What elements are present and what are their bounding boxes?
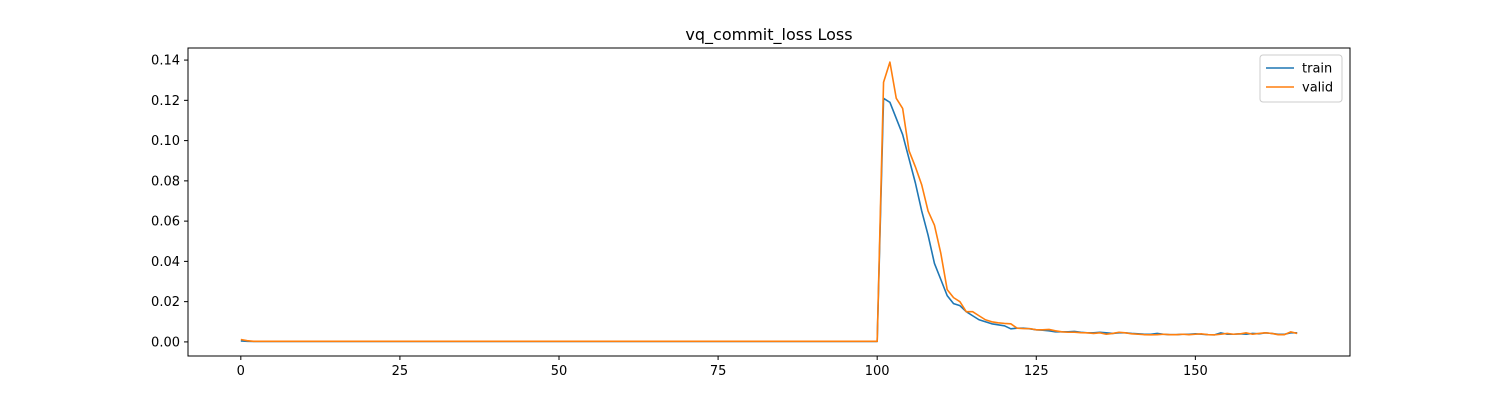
- x-tick-label: 150: [1183, 364, 1208, 379]
- series-line-valid: [240, 61, 1298, 343]
- x-tick-label: 125: [1024, 364, 1049, 379]
- x-tick-label: 25: [392, 364, 409, 379]
- x-tick-label: 75: [710, 364, 727, 379]
- series-layer: [240, 61, 1298, 343]
- x-tick-label: 50: [551, 364, 568, 379]
- legend: train valid: [1259, 54, 1343, 103]
- plot-area-frame: [187, 47, 1351, 357]
- x-tick-label: 100: [865, 364, 890, 379]
- y-tick-label: 0.04: [151, 255, 180, 270]
- x-axis: 0 25 50 75 100 125 150: [237, 356, 1208, 379]
- series-line-train: [240, 97, 1298, 343]
- y-tick-label: 0.02: [151, 295, 180, 310]
- legend-box: [1259, 54, 1343, 103]
- y-tick-label: 0.10: [151, 134, 180, 149]
- legend-label-valid: valid: [1302, 81, 1333, 96]
- x-tick-label: 0: [237, 364, 245, 379]
- y-tick-label: 0.12: [151, 94, 180, 109]
- chart-title: vq_commit_loss Loss: [685, 25, 852, 45]
- y-axis: 0.00 0.02 0.04 0.06 0.08 0.10 0.12 0.14: [151, 54, 188, 350]
- y-tick-label: 0.06: [151, 215, 180, 230]
- y-tick-label: 0.08: [151, 174, 180, 189]
- y-tick-label: 0.14: [151, 54, 180, 69]
- y-tick-label: 0.00: [151, 335, 180, 350]
- legend-label-train: train: [1302, 62, 1332, 77]
